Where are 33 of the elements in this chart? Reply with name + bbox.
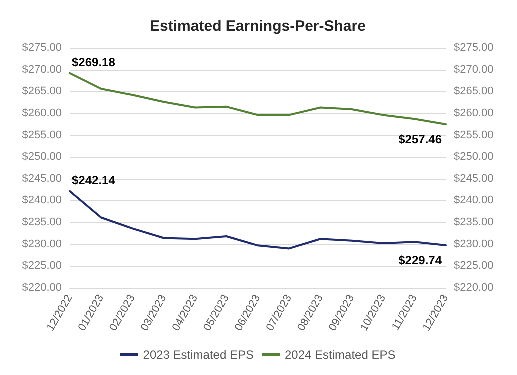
y-tick-label: $240.00 (22, 194, 62, 207)
y2-tick-label: $265.00 (454, 86, 494, 98)
data-label: $242.14 (72, 173, 116, 188)
y2-tick-label: $255.00 (454, 129, 494, 142)
data-label: $257.46 (398, 132, 442, 147)
y-tick-label: $275.00 (22, 42, 62, 54)
chart-title: Estimated Earnings-Per-Share (150, 18, 366, 35)
y-tick-label: $270.00 (22, 64, 62, 76)
y2-tick-label: $230.00 (454, 238, 494, 250)
y-tick-label: $260.00 (22, 107, 62, 120)
y-tick-label: $230.00 (22, 238, 62, 250)
y-tick-label: $220.00 (22, 282, 62, 294)
y-tick-label: $250.00 (22, 151, 62, 164)
legend-label: 2023 Estimated EPS (143, 348, 254, 362)
y-tick-label: $245.00 (22, 172, 62, 185)
y2-tick-label: $270.00 (454, 64, 494, 76)
y2-tick-label: $245.00 (454, 172, 494, 185)
y-tick-label: $235.00 (22, 216, 62, 229)
legend-label: 2024 Estimated EPS (285, 348, 396, 362)
line-series (69, 72, 447, 126)
y2-tick-label: $275.00 (454, 42, 494, 54)
y2-tick-label: $240.00 (454, 194, 494, 207)
y2-tick-label: $260.00 (454, 107, 494, 120)
data-label: $269.18 (72, 55, 116, 70)
y-tick-label: $265.00 (22, 86, 62, 98)
y2-tick-label: $220.00 (454, 282, 494, 294)
y-tick-label: $255.00 (22, 129, 62, 142)
y-tick-label: $225.00 (22, 260, 62, 272)
data-label: $229.74 (398, 254, 442, 268)
line-series (69, 190, 447, 250)
y2-tick-label: $225.00 (454, 260, 494, 272)
y2-tick-label: $250.00 (454, 151, 494, 164)
y2-tick-label: $235.00 (454, 216, 494, 229)
